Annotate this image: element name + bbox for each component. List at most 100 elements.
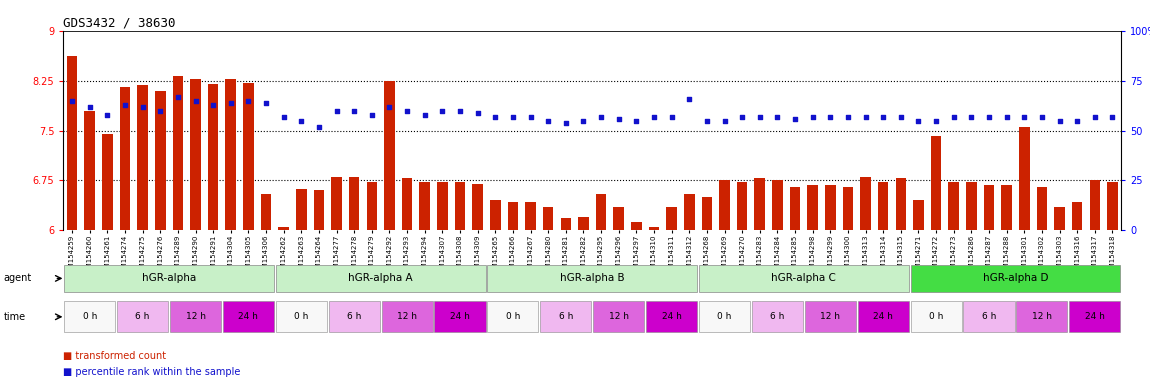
- Bar: [737, 182, 748, 230]
- Bar: [754, 179, 765, 230]
- Point: [256, 99, 275, 106]
- Point: [891, 114, 910, 120]
- Bar: [631, 222, 642, 230]
- Text: time: time: [3, 312, 25, 322]
- Bar: [949, 182, 959, 230]
- Bar: [102, 134, 113, 230]
- Point: [1015, 114, 1034, 120]
- Bar: [117, 301, 168, 332]
- Point: [151, 108, 169, 114]
- Point: [63, 98, 82, 104]
- Text: 0 h: 0 h: [929, 312, 943, 321]
- Point: [328, 108, 346, 114]
- Point: [81, 104, 99, 110]
- Point: [768, 114, 787, 120]
- Bar: [67, 56, 77, 230]
- Bar: [646, 301, 697, 332]
- Bar: [84, 111, 95, 230]
- Bar: [1055, 207, 1065, 230]
- Point: [592, 114, 611, 120]
- Text: 0 h: 0 h: [83, 312, 97, 321]
- Text: ■ percentile rank within the sample: ■ percentile rank within the sample: [63, 367, 240, 377]
- Bar: [930, 136, 942, 230]
- Bar: [911, 301, 961, 332]
- Point: [944, 114, 963, 120]
- Text: 12 h: 12 h: [1032, 312, 1052, 321]
- Point: [821, 114, 839, 120]
- Bar: [454, 182, 466, 230]
- Bar: [172, 76, 183, 230]
- Point: [239, 98, 258, 104]
- Point: [415, 111, 434, 118]
- Point: [398, 108, 416, 114]
- Text: hGR-alpha C: hGR-alpha C: [772, 273, 836, 283]
- Bar: [911, 265, 1120, 292]
- Point: [627, 118, 645, 124]
- Text: 12 h: 12 h: [608, 312, 629, 321]
- Bar: [348, 177, 360, 230]
- Bar: [807, 185, 818, 230]
- Point: [804, 114, 822, 120]
- Text: 0 h: 0 h: [294, 312, 308, 321]
- Text: 0 h: 0 h: [718, 312, 731, 321]
- Point: [857, 114, 875, 120]
- Bar: [526, 202, 536, 230]
- Bar: [223, 301, 274, 332]
- Bar: [913, 200, 923, 230]
- Point: [715, 118, 734, 124]
- Bar: [1107, 182, 1118, 230]
- Bar: [420, 182, 430, 230]
- Point: [574, 118, 592, 124]
- Point: [486, 114, 505, 120]
- Bar: [261, 194, 271, 230]
- Bar: [613, 207, 624, 230]
- Bar: [596, 194, 606, 230]
- Point: [751, 114, 769, 120]
- Bar: [699, 301, 750, 332]
- Bar: [488, 265, 697, 292]
- Point: [557, 119, 575, 126]
- Point: [116, 101, 135, 108]
- Bar: [543, 207, 553, 230]
- Bar: [983, 185, 995, 230]
- Bar: [490, 200, 500, 230]
- Bar: [384, 81, 394, 230]
- Bar: [666, 207, 677, 230]
- Point: [434, 108, 452, 114]
- Point: [997, 114, 1015, 120]
- Bar: [314, 190, 324, 230]
- Bar: [649, 227, 659, 230]
- Point: [539, 118, 558, 124]
- Point: [980, 114, 998, 120]
- Bar: [437, 182, 447, 230]
- Text: 12 h: 12 h: [820, 312, 841, 321]
- Bar: [170, 301, 221, 332]
- Point: [963, 114, 981, 120]
- Bar: [435, 301, 485, 332]
- Text: 24 h: 24 h: [661, 312, 682, 321]
- Point: [292, 118, 311, 124]
- Bar: [278, 227, 289, 230]
- Bar: [367, 182, 377, 230]
- Point: [521, 114, 539, 120]
- Bar: [137, 85, 148, 230]
- Bar: [1019, 127, 1029, 230]
- Text: ■ transformed count: ■ transformed count: [63, 351, 167, 361]
- Point: [1086, 114, 1104, 120]
- Bar: [507, 202, 519, 230]
- Bar: [896, 179, 906, 230]
- Bar: [190, 79, 201, 230]
- Point: [680, 96, 698, 102]
- Point: [98, 111, 116, 118]
- Bar: [1070, 301, 1120, 332]
- Point: [645, 114, 664, 120]
- Bar: [1089, 180, 1101, 230]
- Bar: [1002, 185, 1012, 230]
- Bar: [966, 182, 976, 230]
- Bar: [772, 180, 783, 230]
- Point: [698, 118, 716, 124]
- Text: hGR-alpha D: hGR-alpha D: [983, 273, 1048, 283]
- Bar: [276, 301, 327, 332]
- Text: 6 h: 6 h: [559, 312, 573, 321]
- Bar: [843, 187, 853, 230]
